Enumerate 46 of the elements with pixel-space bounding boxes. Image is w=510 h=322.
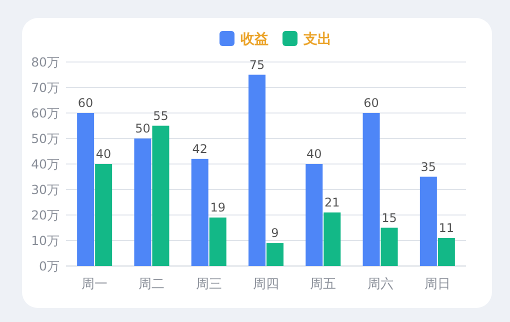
x-tick-label: 周三	[196, 277, 222, 292]
bar	[438, 238, 455, 266]
bar	[95, 164, 112, 266]
data-label: 50	[135, 122, 150, 136]
data-label: 21	[324, 195, 340, 210]
bar	[209, 218, 226, 266]
bar	[324, 212, 341, 266]
data-label: 60	[364, 96, 379, 110]
y-tick-label: 40万	[31, 156, 60, 172]
data-label: 9	[271, 226, 279, 240]
data-label: 40	[96, 147, 112, 161]
bar	[362, 113, 380, 266]
y-tick-label: 80万	[31, 54, 60, 70]
data-label: 55	[153, 108, 168, 123]
bar	[191, 158, 208, 266]
legend-label: 支出	[302, 32, 332, 48]
data-label: 60	[78, 96, 94, 110]
data-label: 35	[420, 160, 436, 174]
data-label: 15	[382, 210, 397, 225]
data-label: 19	[210, 200, 226, 215]
y-tick-label: 20万	[31, 208, 60, 222]
bar	[420, 176, 437, 266]
data-label: 75	[249, 58, 265, 72]
x-tick-label: 周六	[367, 277, 394, 292]
y-tick-label: 30万	[31, 182, 60, 197]
y-tick-label: 60万	[31, 106, 60, 120]
bar	[134, 138, 152, 266]
y-tick-label: 70万	[31, 80, 60, 95]
data-label: 42	[192, 142, 208, 156]
bar	[306, 164, 323, 266]
bar	[77, 113, 94, 266]
data-label: 11	[438, 220, 454, 235]
bar	[380, 228, 398, 266]
y-tick-label: 10万	[31, 233, 60, 248]
data-label: 40	[306, 147, 322, 161]
x-tick-label: 周一	[82, 277, 108, 292]
bar	[266, 243, 284, 266]
bar	[152, 126, 170, 266]
x-tick-label: 周四	[253, 277, 279, 292]
legend-label: 收益	[240, 32, 268, 48]
x-tick-label: 周日	[424, 277, 450, 292]
y-tick-label: 0万	[39, 258, 60, 274]
y-tick-label: 50万	[31, 131, 60, 146]
x-tick-label: 周二	[138, 277, 165, 292]
bar	[248, 74, 266, 266]
x-tick-label: 周五	[310, 277, 336, 292]
